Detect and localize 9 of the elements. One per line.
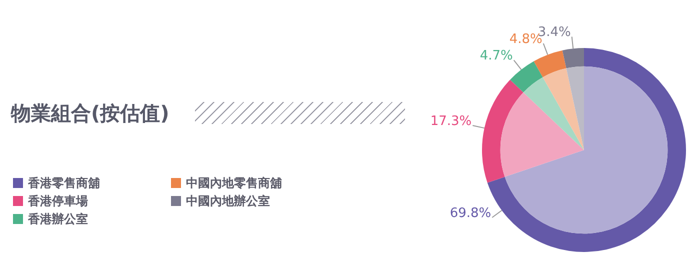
text: 17.3%: [430, 114, 472, 129]
text: 69.8%: [450, 206, 492, 222]
legend-label: 中國內地辦公室: [186, 194, 270, 208]
legend-label: 香港停車場: [27, 194, 88, 208]
legend-label: 香港辦公室: [27, 212, 88, 226]
text: 4.7%: [480, 48, 513, 64]
legend-label: 中國內地零售商舖: [186, 176, 282, 190]
legend-label: 香港零售商舖: [27, 176, 100, 190]
text: 物業組合(按估值): [10, 101, 170, 125]
